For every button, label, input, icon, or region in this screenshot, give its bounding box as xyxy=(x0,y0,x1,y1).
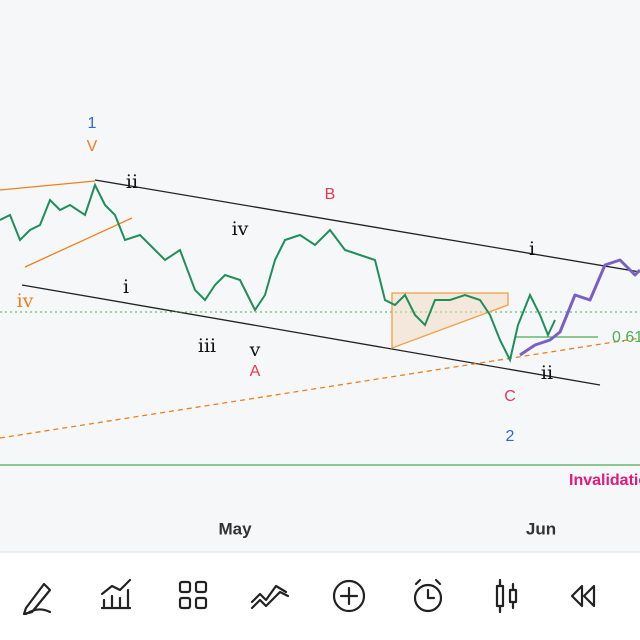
wave-label: V xyxy=(87,138,98,155)
triangle-pattern xyxy=(391,292,509,349)
chart-area xyxy=(0,0,640,552)
wave-label: ii xyxy=(541,362,553,384)
tool-templates[interactable] xyxy=(178,580,208,610)
tool-replay[interactable] xyxy=(570,584,596,608)
wedge-line xyxy=(0,180,96,191)
wave-label: B xyxy=(325,186,336,203)
wave-label: 2 xyxy=(506,428,515,445)
wave-label: i xyxy=(123,276,129,298)
wave-label: iv xyxy=(232,218,249,240)
tool-candles[interactable] xyxy=(495,578,518,614)
tool-draw[interactable] xyxy=(22,582,52,616)
wave-label: A xyxy=(250,363,261,380)
channel-upper xyxy=(94,179,640,273)
x-axis-label: Jun xyxy=(526,519,556,538)
fib-label: 0.61 xyxy=(612,329,640,346)
tool-add[interactable] xyxy=(332,579,366,613)
wedge-line xyxy=(24,217,133,268)
price-path xyxy=(0,182,556,363)
wave-label: iii xyxy=(198,335,216,357)
wave-label: v xyxy=(249,339,261,361)
wave-label: C xyxy=(504,388,516,405)
x-axis-label: May xyxy=(218,519,252,538)
invalidation-label: Invalidation xyxy=(569,472,640,489)
wave-label: iv xyxy=(17,290,34,312)
wave-label: i xyxy=(529,238,535,260)
tool-patterns[interactable] xyxy=(250,584,290,610)
wave-label: 1 xyxy=(88,115,97,132)
channel-lower xyxy=(21,284,601,386)
tool-indicators[interactable] xyxy=(100,578,132,610)
tool-alert[interactable] xyxy=(413,578,443,613)
projection-path xyxy=(519,258,640,357)
wave-label: ii xyxy=(126,171,138,193)
